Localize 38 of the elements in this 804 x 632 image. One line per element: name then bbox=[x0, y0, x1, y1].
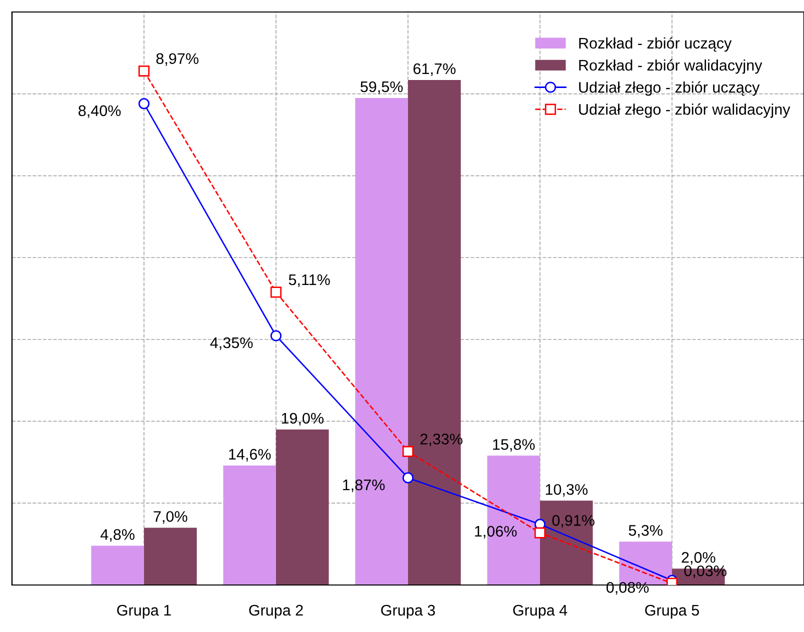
data-label: 1,06% bbox=[475, 526, 517, 538]
legend-label: Rozkład - zbiór uczący bbox=[579, 37, 732, 52]
data-label: 7,0% bbox=[154, 511, 188, 524]
point bbox=[270, 286, 282, 298]
x-tick-label: Grupa 3 bbox=[381, 604, 435, 619]
bar bbox=[144, 528, 197, 585]
bar bbox=[540, 500, 593, 585]
data-label: 2,0% bbox=[682, 552, 716, 565]
data-label: 4,35% bbox=[210, 337, 253, 350]
x-tick-label: Grupa 2 bbox=[249, 604, 303, 619]
legend-label: Udział złego - zbiór uczący bbox=[579, 81, 760, 96]
bar bbox=[276, 429, 329, 585]
point bbox=[402, 446, 414, 458]
data-label: 5,11% bbox=[288, 274, 330, 287]
point bbox=[138, 65, 150, 77]
data-label: 10,3% bbox=[546, 484, 588, 497]
data-label: 59,5% bbox=[360, 81, 403, 94]
point bbox=[402, 472, 414, 484]
data-label: 4,8% bbox=[100, 529, 134, 542]
point bbox=[270, 330, 282, 342]
data-label: 8,97% bbox=[156, 53, 198, 66]
bar bbox=[408, 80, 461, 585]
bar bbox=[223, 465, 276, 585]
bar bbox=[91, 546, 144, 585]
x-tick-label: Grupa 5 bbox=[645, 604, 699, 619]
point bbox=[534, 527, 546, 538]
data-label: 8,40% bbox=[78, 105, 121, 118]
data-label: 14,6% bbox=[229, 448, 271, 462]
legend-label: Udział złego - zbiór walidacyjny bbox=[579, 103, 790, 118]
data-label: 15,8% bbox=[493, 439, 535, 452]
point bbox=[138, 98, 150, 110]
data-label: 5,3% bbox=[628, 525, 662, 538]
x-tick-label: Grupa 4 bbox=[513, 604, 568, 619]
legend-label: Rozkład - zbiór walidacyjny bbox=[579, 59, 762, 74]
x-tick-label: Grupa 1 bbox=[117, 604, 171, 619]
data-label: 61,7% bbox=[414, 63, 456, 76]
data-label: 1,87% bbox=[343, 479, 385, 492]
data-label: 19,0% bbox=[282, 412, 324, 426]
